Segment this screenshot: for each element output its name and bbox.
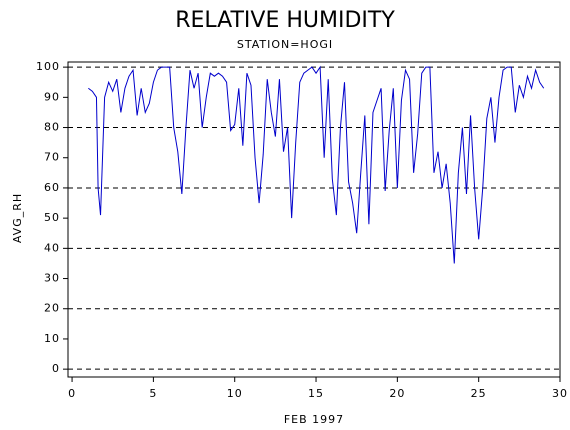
chart-title: RELATIVE HUMIDITY [175, 8, 395, 33]
plot-frame [67, 61, 561, 378]
x-tick-label: 30 [552, 387, 568, 400]
y-tick-label: 10 [44, 332, 60, 345]
x-tick-label: 10 [227, 387, 243, 400]
y-tick-label: 100 [36, 60, 60, 73]
chart-subtitle: STATION=HOGI [237, 38, 333, 51]
y-tick-label: 60 [44, 181, 60, 194]
y-axis-label: AVG_RH [11, 193, 24, 243]
x-tick-label: 0 [68, 387, 76, 400]
y-tick-label: 30 [44, 272, 60, 285]
y-tick-label: 90 [44, 90, 60, 103]
x-tick-label: 15 [308, 387, 324, 400]
y-tick-label: 70 [44, 151, 60, 164]
y-tick-label: 50 [44, 211, 60, 224]
y-tick-label: 0 [52, 362, 60, 375]
x-tick-label: 20 [389, 387, 405, 400]
x-tick-label: 25 [471, 387, 487, 400]
y-tick-label: 40 [44, 241, 60, 254]
y-tick-label: 20 [44, 302, 60, 315]
x-tick-label: 5 [149, 387, 157, 400]
y-tick-label: 80 [44, 121, 60, 134]
data-line [88, 65, 545, 264]
x-axis-label: FEB 1997 [284, 413, 344, 426]
